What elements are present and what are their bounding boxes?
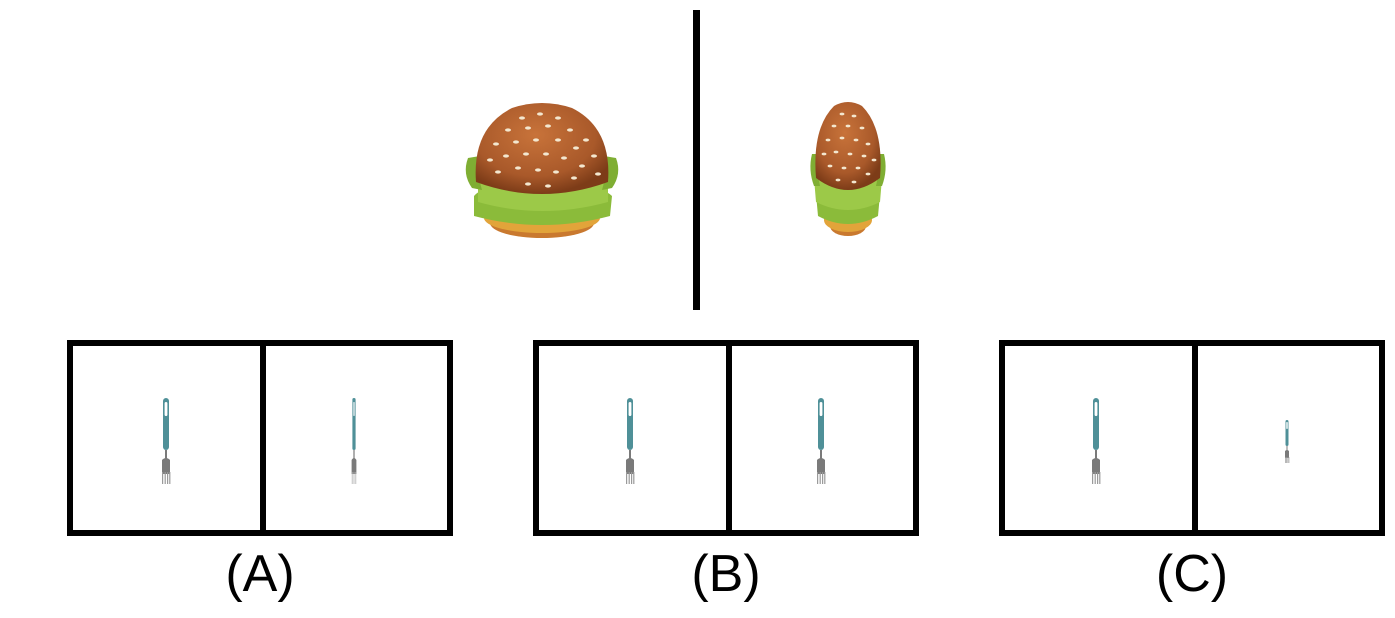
option-c-left-cell xyxy=(1005,346,1192,530)
vertical-divider xyxy=(693,10,700,310)
hamburger-icon xyxy=(465,103,619,238)
option-c-right-cell xyxy=(1198,346,1379,530)
option-b-panel[interactable] xyxy=(533,340,919,536)
option-c-label: (C) xyxy=(1155,545,1229,603)
fork-icon xyxy=(626,398,635,484)
option-b-left-cell xyxy=(539,346,726,530)
option-a-divider xyxy=(260,346,266,530)
fork-narrow-icon xyxy=(351,398,357,484)
fork-icon xyxy=(817,398,826,484)
option-b-divider xyxy=(726,346,732,530)
hamburger-narrow-icon xyxy=(810,102,886,236)
option-c-panel[interactable] xyxy=(999,340,1385,536)
option-a-left-cell xyxy=(73,346,260,530)
fork-icon xyxy=(1092,398,1101,484)
option-a-panel[interactable] xyxy=(67,340,453,536)
fork-small-icon xyxy=(1285,420,1290,463)
option-b-label: (B) xyxy=(691,545,761,603)
option-a-right-cell xyxy=(266,346,447,530)
option-b-right-cell xyxy=(732,346,913,530)
fork-icon xyxy=(162,398,171,484)
option-a-label: (A) xyxy=(225,545,295,603)
option-c-divider xyxy=(1192,346,1198,530)
